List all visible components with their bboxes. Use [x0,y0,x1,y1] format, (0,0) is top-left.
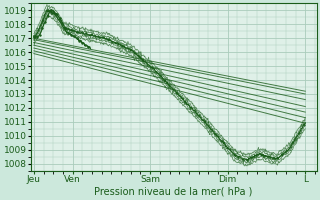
X-axis label: Pression niveau de la mer( hPa ): Pression niveau de la mer( hPa ) [94,187,253,197]
